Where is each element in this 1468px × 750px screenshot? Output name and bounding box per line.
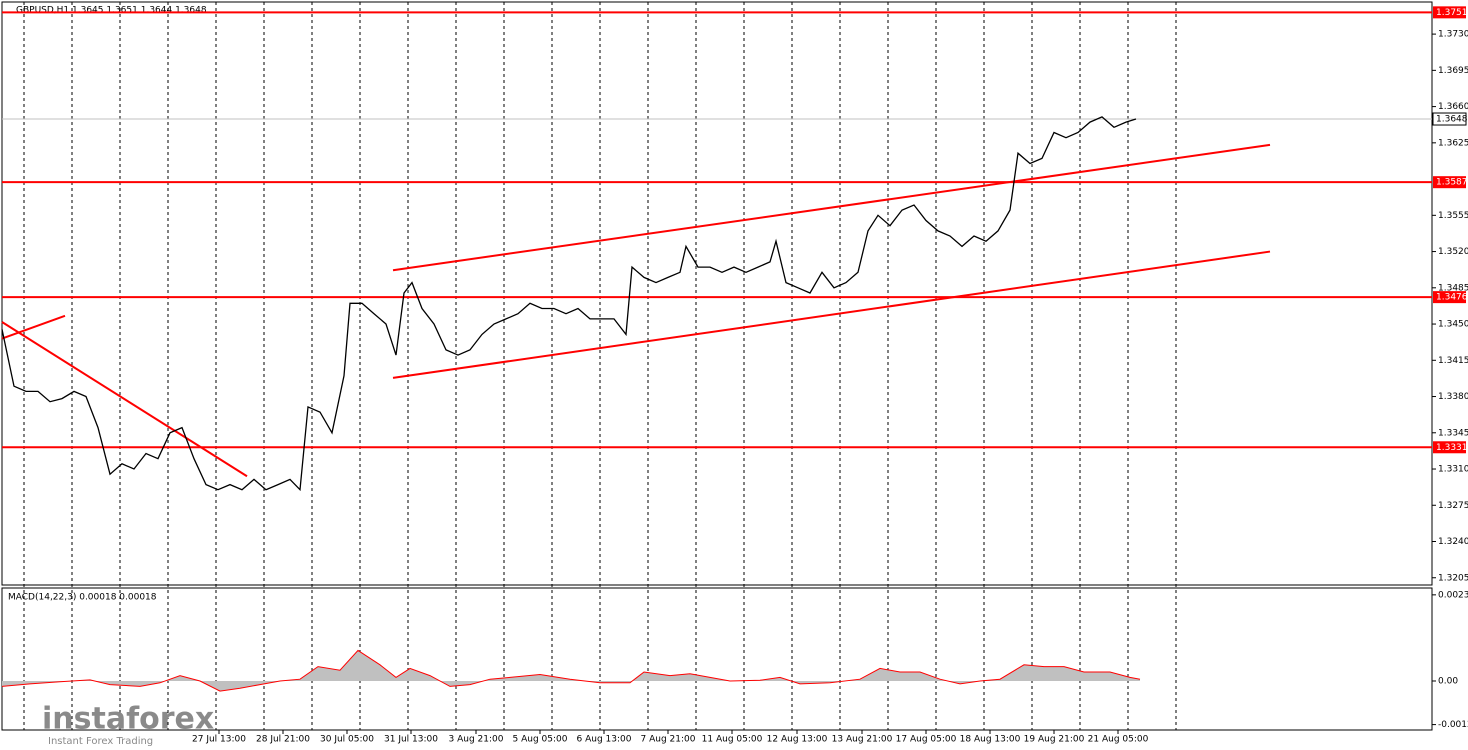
level-label: 1.3331 [1436,443,1468,453]
level-label-box [1433,176,1466,189]
x-tick-label: 13 Aug 21:00 [832,735,893,745]
y-tick-label: 1.3450 [1438,320,1468,330]
macd-area [2,650,1140,692]
x-tick-label: 17 Aug 05:00 [896,735,957,745]
x-tick-label: 12 Aug 13:00 [767,735,828,745]
y-tick-label: 1.3205 [1438,573,1468,583]
level-label: 1.3476 [1436,293,1468,303]
y-tick-label: -0.00121 [1438,720,1468,730]
price-panel [1,1,1433,586]
y-tick-label: 1.3345 [1438,428,1468,438]
x-tick-label: 27 Jul 13:00 [192,735,246,745]
trend-line [392,250,1271,379]
trend-line [392,143,1271,272]
x-tick-label: 30 Jul 05:00 [320,735,374,745]
y-tick-label: 0.00239 [1438,590,1468,600]
x-tick-label: 11 Aug 05:00 [702,735,763,745]
y-tick-label: 1.3415 [1438,356,1468,366]
y-tick-label: 1.3485 [1438,283,1468,293]
chart-title: GBPUSD,H1 1.3645 1.3651 1.3644 1.3648 [16,6,207,16]
y-tick-label: 1.3660 [1438,102,1468,112]
macd-panel [1,587,1433,731]
x-tick-label: 21 Aug 05:00 [1088,735,1149,745]
y-tick-label: 1.3380 [1438,392,1468,402]
price-line [1,116,1137,492]
level-label-box [1433,291,1466,304]
macd-line [1,649,1141,692]
x-tick-label: 6 Aug 13:00 [577,735,632,745]
level-label-box [1433,6,1466,19]
y-tick-label: 1.3555 [1438,211,1468,221]
trend-line [1,314,66,340]
trend-line [1,321,248,478]
y-tick-label: 1.3695 [1438,66,1468,76]
y-tick-label: 1.3275 [1438,501,1468,511]
level-label: 1.3751 [1436,8,1468,18]
x-tick-label: 7 Aug 21:00 [641,735,696,745]
y-tick-label: 1.3310 [1438,465,1468,475]
y-tick-label: 1.3730 [1438,30,1468,40]
level-label-box [1433,441,1466,454]
y-tick-label: 1.3520 [1438,247,1468,257]
y-tick-label: 0.00 [1438,676,1458,686]
last-price-box [1432,112,1467,126]
level-label: 1.3587 [1436,178,1468,188]
watermark: instaforex [42,702,214,737]
x-tick-label: 3 Aug 21:00 [449,735,504,745]
x-tick-label: 18 Aug 13:00 [960,735,1021,745]
x-tick-label: 28 Jul 21:00 [256,735,310,745]
watermark-sub: Instant Forex Trading [48,736,153,747]
indicator-title: MACD(14,22,3) 0.00018 0.00018 [8,593,157,603]
last-price-label: 1.3648 [1436,115,1468,125]
y-tick-label: 1.3240 [1438,537,1468,547]
x-tick-label: 19 Aug 21:00 [1024,735,1085,745]
x-tick-label: 5 Aug 05:00 [513,735,568,745]
x-tick-label: 31 Jul 13:00 [384,735,438,745]
y-tick-label: 1.3625 [1438,138,1468,148]
